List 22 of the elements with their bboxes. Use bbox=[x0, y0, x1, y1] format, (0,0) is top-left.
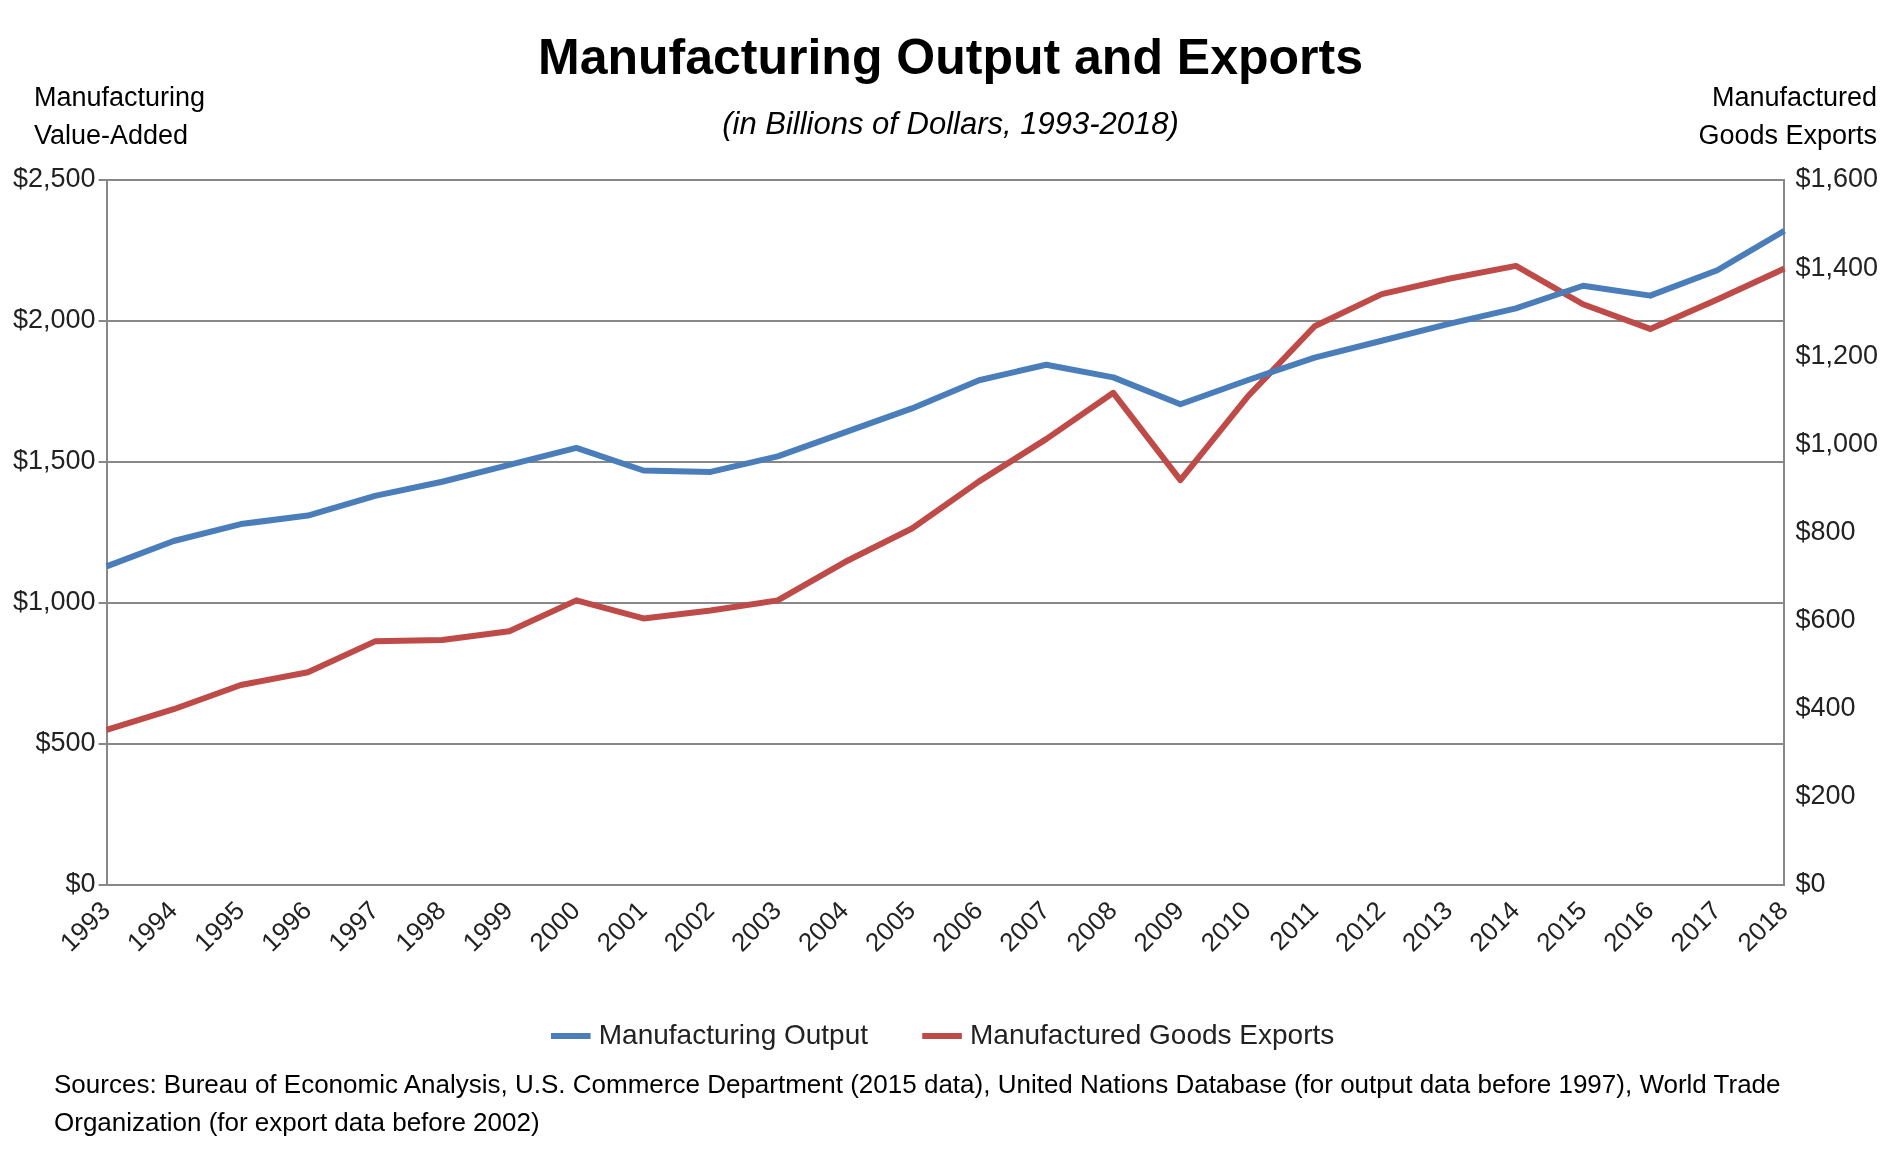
y-tick-label: $2,000 bbox=[12, 304, 96, 335]
y2-tick-label: $1,200 bbox=[1795, 339, 1879, 370]
chart-title: Manufacturing Output and Exports bbox=[538, 29, 1363, 85]
y2-tick-label: $800 bbox=[1795, 515, 1856, 546]
y2-tick-label: $0 bbox=[1795, 868, 1826, 899]
legend-label: Manufactured Goods Exports bbox=[970, 1018, 1335, 1050]
y2-axis-title: Manufactured Goods Exports bbox=[1697, 81, 1877, 152]
y2-tick-label: $1,600 bbox=[1795, 163, 1879, 194]
y-tick-label: $0 bbox=[65, 868, 96, 899]
y2-tick-label: $600 bbox=[1795, 604, 1856, 635]
y-tick-label: $500 bbox=[35, 727, 96, 758]
y2-tick-label: $400 bbox=[1795, 692, 1856, 723]
y2-tick-label: $200 bbox=[1795, 780, 1856, 811]
chart-subtitle: (in Billions of Dollars, 1993-2018) bbox=[722, 106, 1179, 141]
y-axis-title: Manufacturing Value-Added bbox=[34, 81, 207, 152]
y2-tick-label: $1,400 bbox=[1795, 251, 1879, 282]
source-note: Sources: Bureau of Economic Analysis, U.S. Commerce Department (2015 data), United Nations Database (for output data before 1997), World Trade Organization (for export data before 2002) bbox=[54, 1068, 1782, 1139]
legend-label: Manufacturing Output bbox=[598, 1018, 869, 1050]
y-tick-label: $1,500 bbox=[12, 445, 96, 476]
y-tick-label: $2,500 bbox=[12, 163, 96, 194]
y2-tick-label: $1,000 bbox=[1795, 427, 1879, 458]
y-tick-label: $1,000 bbox=[12, 586, 96, 617]
